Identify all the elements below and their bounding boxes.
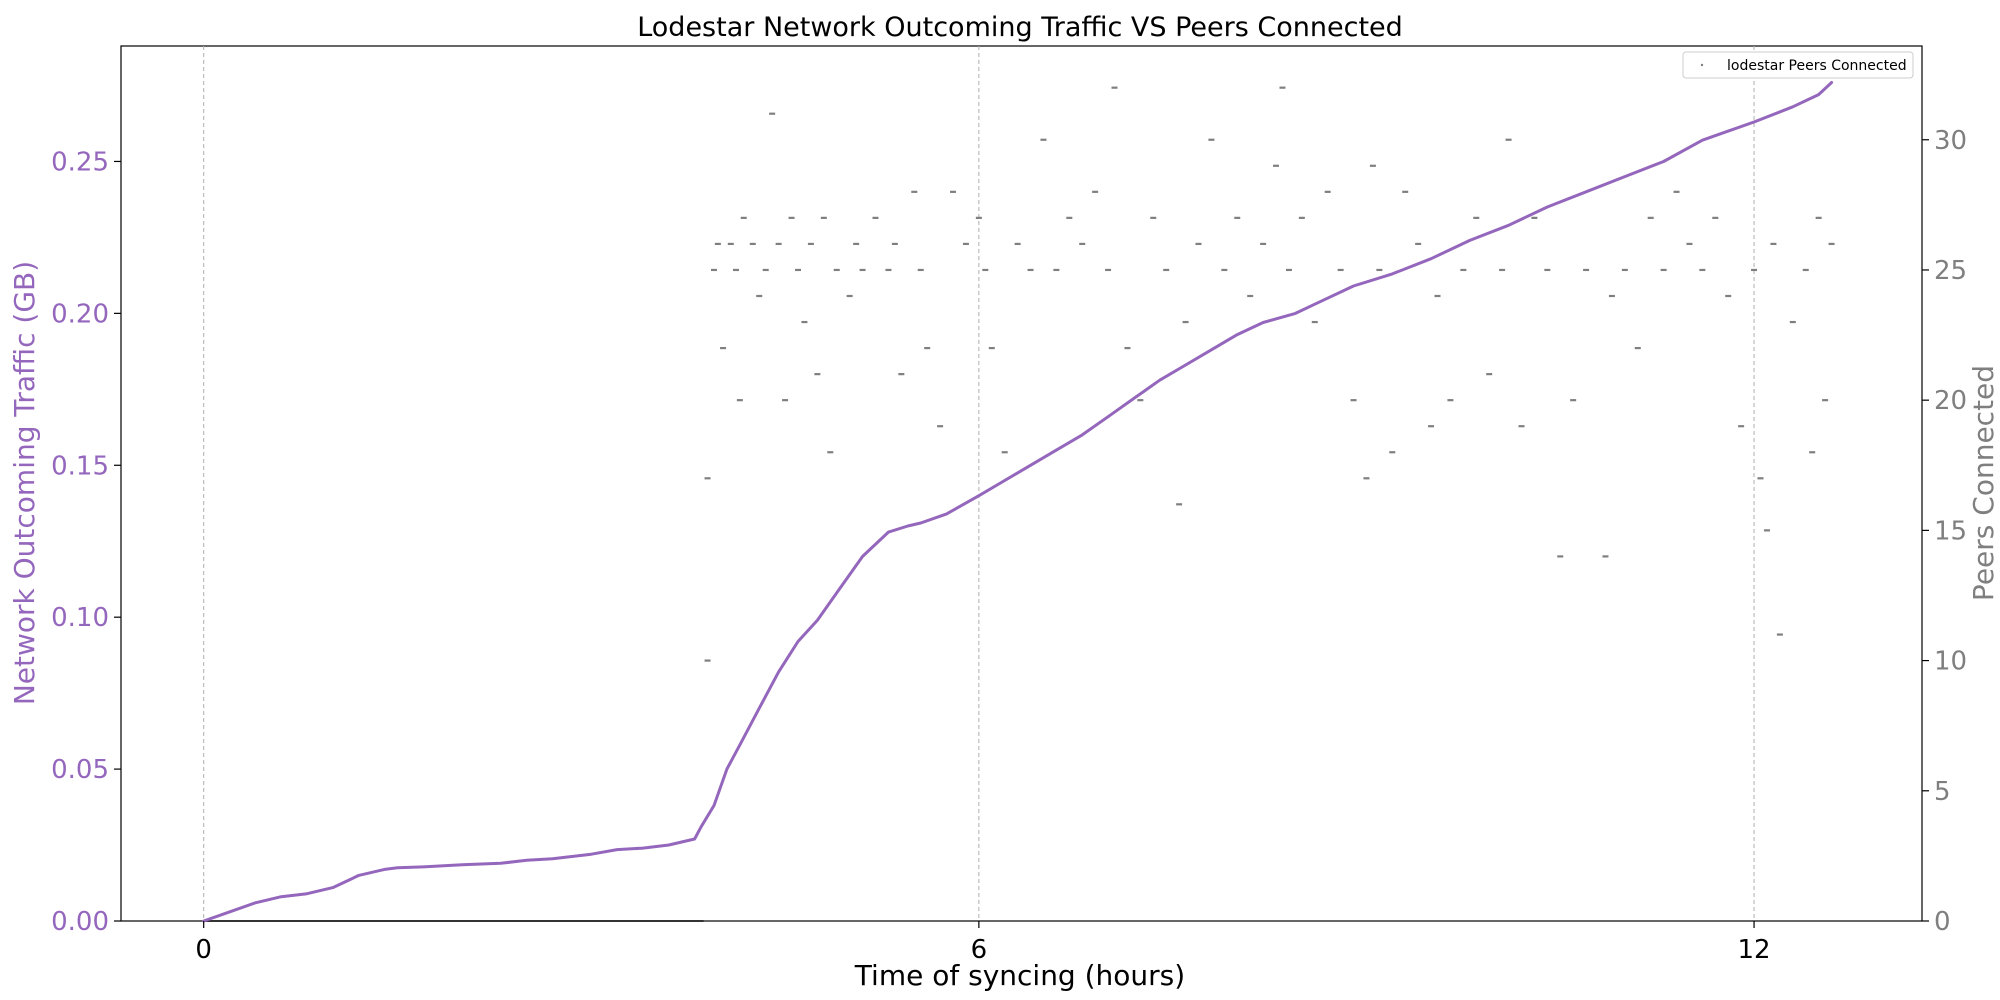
y-right-tick-label: 0 [1934, 907, 1951, 937]
x-tick-label: 0 [195, 935, 212, 965]
y-right-tick-label: 10 [1934, 647, 1967, 677]
legend-marker [1700, 63, 1704, 67]
peers-points-layer [203, 86, 1835, 922]
y-right-tick-label: 25 [1934, 256, 1967, 286]
y-left-tick-label: 0.25 [51, 147, 109, 177]
traffic-series-line [202, 81, 1834, 923]
y-right-tick-label: 15 [1934, 516, 1967, 546]
legend-label: lodestar Peers Connected [1727, 58, 1907, 74]
y-right-tick-label: 5 [1934, 777, 1951, 807]
y-right-axis-label: Peers Connected [1967, 365, 2000, 601]
x-tick-label: 12 [1737, 935, 1770, 965]
y-left-tick-label: 0.00 [51, 907, 109, 937]
plot-frame [120, 45, 1923, 922]
chart-title: Lodestar Network Outcoming Traffic VS Pe… [637, 12, 1403, 43]
x-tick-label: 6 [971, 935, 988, 965]
y-left-tick-label: 0.05 [51, 755, 109, 785]
y-left-axis-label: Network Outcoming Traffic (GB) [8, 261, 41, 705]
y-left-tick-label: 0.20 [51, 299, 109, 329]
x-axis-ticks: 0 6 12 [195, 921, 1771, 965]
y-left-tick-label: 0.15 [51, 451, 109, 481]
y-left-tick-label: 0.10 [51, 603, 109, 633]
traffic-line-layer [202, 81, 1834, 923]
grid-layer [203, 46, 1755, 921]
y-right-tick-label: 30 [1934, 126, 1967, 156]
y-right-axis-ticks: 0 5 10 15 20 25 30 [1922, 126, 1967, 937]
legend-box [1682, 51, 1914, 79]
y-right-tick-label: 20 [1934, 386, 1967, 416]
x-axis-label: Time of syncing (hours) [854, 959, 1185, 992]
legend: lodestar Peers Connected [1682, 51, 1914, 79]
y-left-axis-ticks: 0.00 0.05 0.10 0.15 0.20 0.25 [51, 147, 121, 937]
